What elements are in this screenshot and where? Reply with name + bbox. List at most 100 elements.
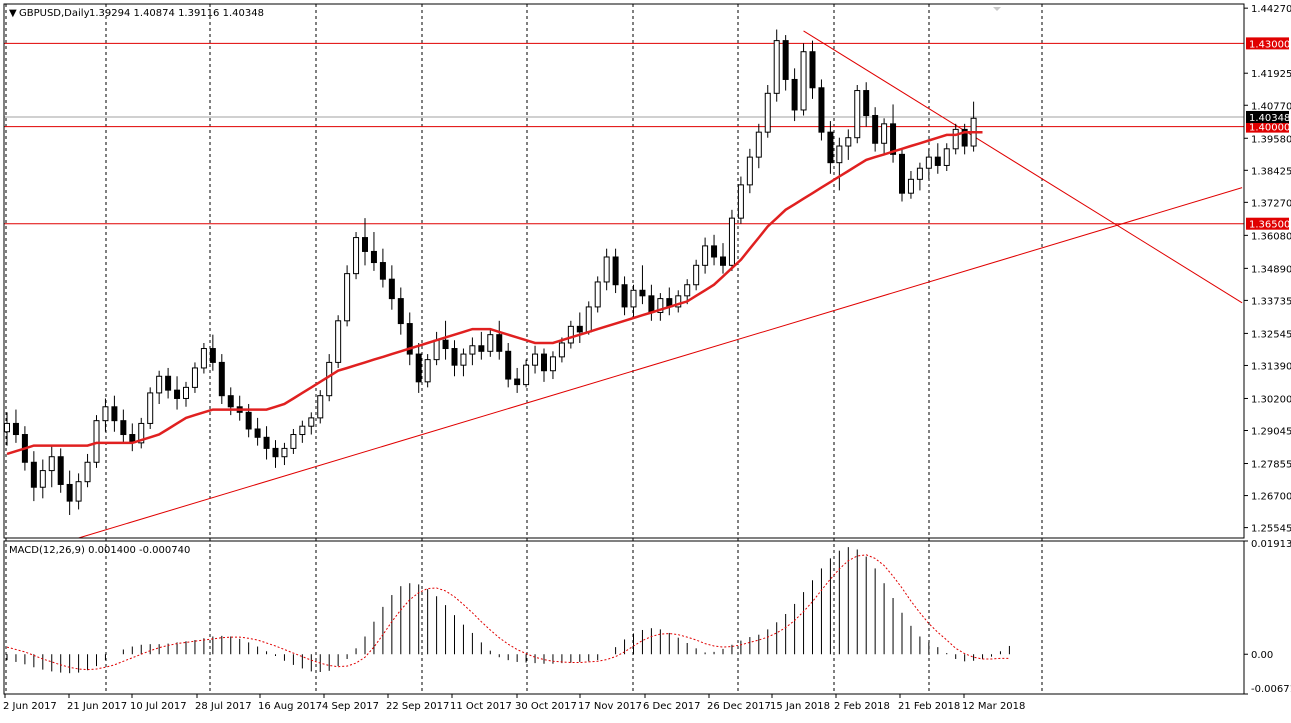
price-axis: 1.44270 1.41925 1.40770 1.39580 1.38425 1.372…: [1244, 4, 1291, 535]
macd-tick-label-0: 0.019133: [1251, 539, 1291, 550]
candle-body-87: [782, 40, 789, 80]
candle-35: [317, 390, 324, 424]
y-tick-label-9: 1.32545: [1251, 329, 1291, 340]
candle-body-49: [442, 339, 449, 350]
candle-body-37: [335, 320, 342, 363]
candle-12: [111, 395, 118, 432]
y-tick-label-1: 1.41925: [1251, 69, 1291, 80]
x-tick-label-5: 4 Sep 2017: [322, 701, 379, 712]
candle-body-97: [872, 115, 879, 144]
macd-tick-label-1: 0.00: [1251, 650, 1273, 661]
y-tick-label-0: 1.44270: [1251, 4, 1291, 15]
ascending-trendline: [78, 187, 1243, 539]
candle-106: [952, 123, 959, 155]
current-price-label: 1.40348: [1249, 113, 1290, 124]
candle-44: [397, 287, 404, 335]
candle-body-76: [684, 284, 691, 297]
candle-body-7: [66, 483, 73, 502]
macd-panel-border: [3, 540, 1245, 695]
candle-94: [845, 129, 852, 160]
candle-39: [353, 232, 360, 280]
candle-body-73: [657, 298, 664, 313]
candle-1: [12, 409, 19, 443]
candle-body-107: [961, 128, 968, 147]
candle-body-77: [693, 264, 700, 286]
candle-23: [209, 334, 216, 371]
candle-29: [263, 426, 270, 460]
candle-6: [57, 448, 64, 493]
candle-78: [702, 237, 709, 274]
candle-86: [773, 29, 780, 102]
candle-3: [30, 451, 37, 502]
candle-98: [881, 118, 888, 155]
y-tick-label-5: 1.37270: [1251, 198, 1291, 209]
candle-body-46: [415, 353, 422, 383]
candle-body-42: [379, 262, 386, 280]
candle-body-17: [156, 375, 163, 394]
candle-42: [379, 248, 386, 288]
x-tick-label-1: 21 Jun 2017: [67, 701, 127, 712]
candle-63: [567, 320, 574, 349]
y-tick-label-12: 1.29045: [1251, 427, 1291, 438]
x-tick-label-3: 28 Jul 2017: [195, 701, 252, 712]
candle-body-30: [272, 447, 279, 458]
candle-49: [442, 320, 449, 360]
candle-body-25: [227, 395, 234, 408]
symbol-dropdown-icon[interactable]: ▼: [9, 8, 17, 19]
x-tick-label-4: 16 Aug 2017: [258, 701, 322, 712]
candlesticks: [4, 29, 977, 515]
candle-70: [630, 284, 637, 319]
candle-81: [728, 209, 735, 271]
candle-body-0: [4, 422, 10, 433]
candle-body-29: [263, 436, 270, 449]
candle-body-39: [353, 237, 360, 275]
candle-body-89: [800, 51, 807, 111]
vertical-grid: [5, 4, 1043, 694]
candle-37: [335, 315, 342, 368]
candle-body-43: [388, 278, 395, 300]
candle-body-1: [12, 422, 19, 436]
candle-body-92: [827, 131, 834, 164]
candle-20: [183, 381, 189, 407]
candle-75: [675, 290, 682, 313]
candle-body-15: [138, 422, 145, 444]
candle-body-55: [496, 334, 503, 352]
moving-average: [6, 130, 983, 456]
y-tick-label-7: 1.34890: [1251, 264, 1291, 275]
candle-97: [872, 107, 879, 152]
candle-body-70: [630, 289, 637, 308]
candle-28: [254, 417, 261, 446]
level-label-box-0: [1246, 37, 1289, 50]
candle-body-90: [809, 51, 816, 89]
candle-body-104: [934, 156, 941, 166]
candle-body-88: [791, 78, 798, 111]
candle-77: [693, 259, 700, 291]
candle-body-3: [30, 461, 37, 488]
candle-body-47: [424, 359, 431, 383]
candle-38: [344, 265, 351, 327]
candle-body-57: [514, 378, 521, 386]
level-label-2: 1.36500: [1249, 220, 1290, 231]
candle-body-102: [916, 167, 923, 180]
candle-21: [191, 362, 198, 393]
candle-body-71: [639, 289, 646, 297]
candle-7: [66, 470, 73, 515]
macd-axis: 0.019133 0.00 -0.006718: [1244, 539, 1291, 695]
candle-body-61: [549, 356, 556, 372]
candle-89: [800, 43, 807, 116]
macd-label: MACD(12,26,9) 0.001400 -0.000740: [9, 545, 190, 556]
candle-54: [487, 329, 494, 357]
candle-body-23: [209, 348, 216, 363]
candle-40: [362, 218, 368, 266]
candle-95: [854, 85, 861, 144]
candle-52: [469, 337, 476, 366]
x-tick-label-0: 2 Jun 2017: [3, 701, 57, 712]
candle-41: [370, 232, 377, 271]
candle-body-6: [57, 456, 64, 485]
candle-body-33: [299, 425, 306, 436]
candle-body-44: [397, 298, 404, 325]
chart-symbol-title: GBPUSD,Daily: [19, 8, 90, 19]
candle-body-34: [308, 417, 315, 427]
level-label-box-1: [1246, 120, 1289, 133]
candle-92: [827, 121, 834, 174]
